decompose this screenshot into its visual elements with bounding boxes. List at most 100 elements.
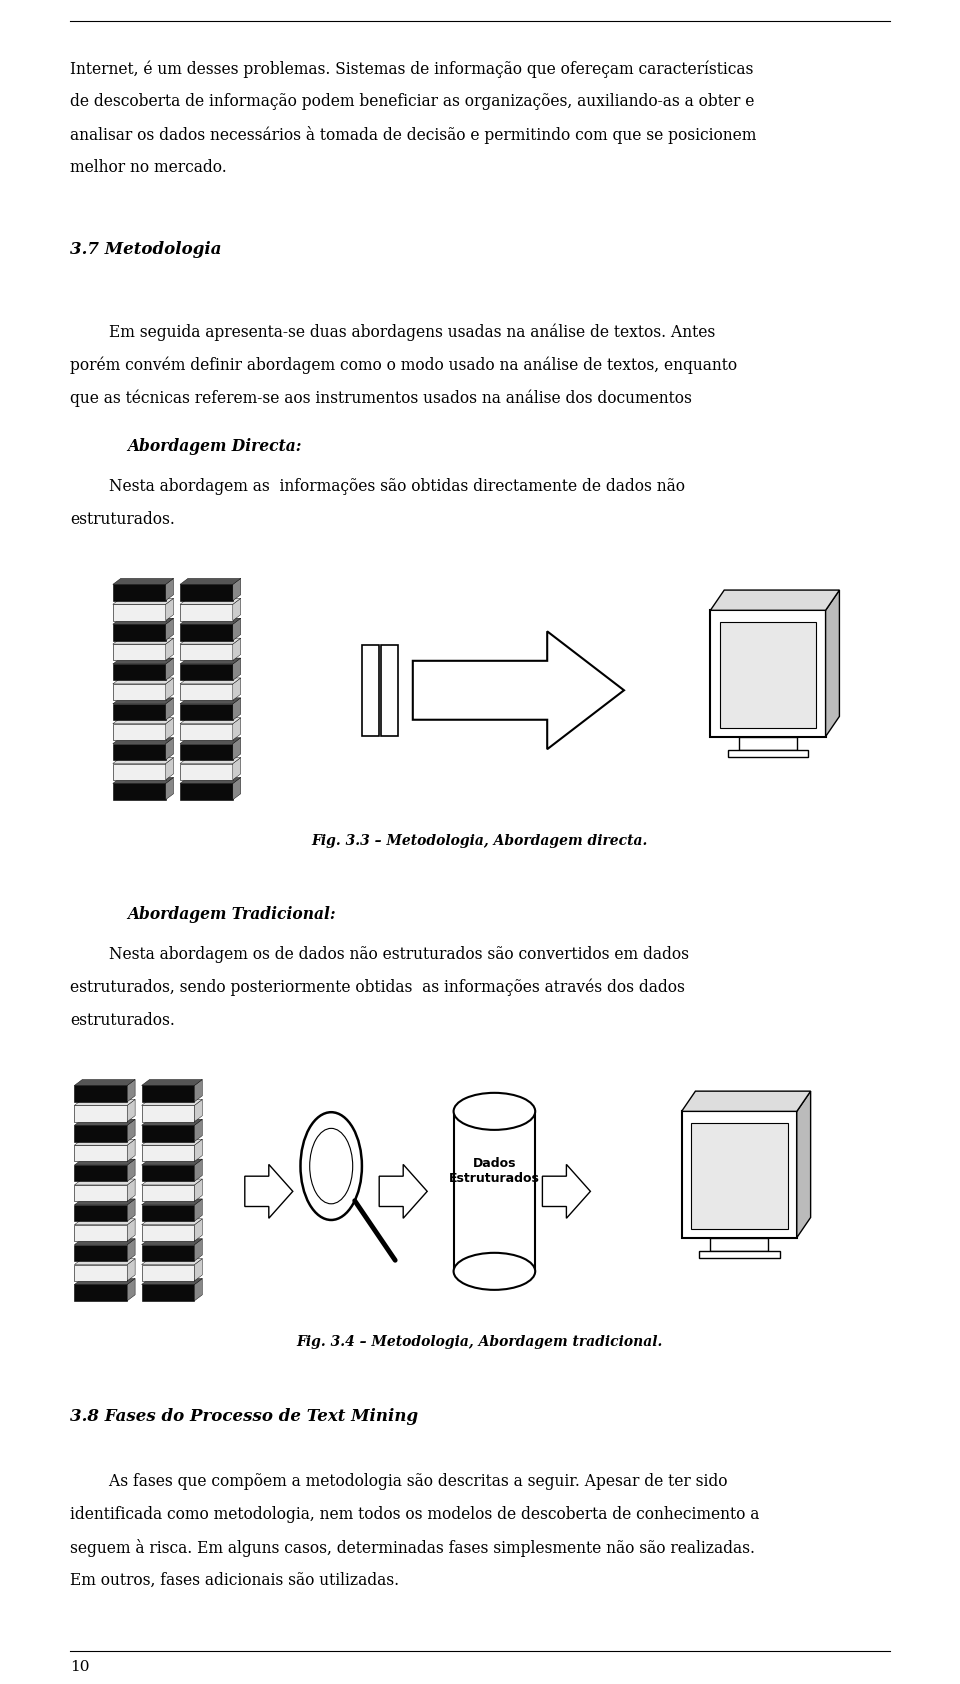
Polygon shape	[165, 717, 174, 739]
Bar	[728, 749, 808, 756]
Bar	[699, 1251, 780, 1258]
Polygon shape	[75, 1186, 127, 1201]
Polygon shape	[75, 1179, 135, 1186]
Text: Nesta abordagem as  informações são obtidas directamente de dados não: Nesta abordagem as informações são obtid…	[70, 478, 685, 495]
Polygon shape	[113, 679, 174, 684]
Polygon shape	[180, 638, 241, 643]
Polygon shape	[113, 738, 174, 744]
Polygon shape	[127, 1239, 135, 1261]
Text: Internet, é um desses problemas. Sistemas de informação que ofereçam característ: Internet, é um desses problemas. Sistema…	[70, 61, 754, 77]
Polygon shape	[232, 598, 241, 621]
Polygon shape	[75, 1219, 135, 1224]
Polygon shape	[797, 1091, 810, 1238]
Polygon shape	[194, 1100, 203, 1122]
Polygon shape	[180, 684, 232, 701]
Polygon shape	[113, 605, 165, 621]
Polygon shape	[113, 618, 174, 625]
Polygon shape	[113, 584, 165, 601]
Polygon shape	[142, 1265, 194, 1282]
Text: porém convém definir abordagem como o modo usado na análise de textos, enquanto: porém convém definir abordagem como o mo…	[70, 355, 737, 374]
Polygon shape	[165, 778, 174, 800]
Polygon shape	[194, 1239, 203, 1261]
Polygon shape	[142, 1244, 194, 1261]
Polygon shape	[142, 1100, 203, 1105]
Polygon shape	[180, 643, 232, 660]
Polygon shape	[232, 679, 241, 701]
Ellipse shape	[454, 1093, 536, 1130]
Polygon shape	[232, 778, 241, 800]
Polygon shape	[232, 638, 241, 660]
Polygon shape	[75, 1105, 127, 1122]
Polygon shape	[127, 1159, 135, 1182]
Polygon shape	[113, 758, 174, 763]
Polygon shape	[194, 1120, 203, 1142]
Polygon shape	[165, 738, 174, 759]
Polygon shape	[75, 1204, 127, 1221]
Text: estruturados.: estruturados.	[70, 1012, 175, 1029]
Text: 3.7 Metodologia: 3.7 Metodologia	[70, 241, 222, 258]
Polygon shape	[127, 1278, 135, 1300]
Polygon shape	[75, 1239, 135, 1244]
Polygon shape	[710, 589, 839, 610]
Polygon shape	[113, 643, 165, 660]
Polygon shape	[113, 658, 174, 663]
Polygon shape	[113, 704, 165, 721]
Polygon shape	[142, 1224, 194, 1241]
Polygon shape	[180, 783, 232, 800]
Polygon shape	[232, 717, 241, 739]
Ellipse shape	[454, 1253, 536, 1290]
Bar	[710, 1238, 768, 1251]
Polygon shape	[142, 1125, 194, 1142]
Polygon shape	[127, 1138, 135, 1162]
Polygon shape	[165, 758, 174, 780]
Text: seguem à risca. Em alguns casos, determinadas fases simplesmente não são realiza: seguem à risca. Em alguns casos, determi…	[70, 1539, 756, 1558]
Text: As fases que compõem a metodologia são descritas a seguir. Apesar de ter sido: As fases que compõem a metodologia são d…	[70, 1474, 728, 1490]
Polygon shape	[113, 684, 165, 701]
Bar	[381, 645, 398, 736]
Bar	[362, 645, 379, 736]
Polygon shape	[180, 763, 232, 780]
Polygon shape	[75, 1120, 135, 1125]
Text: analisar os dados necessários à tomada de decisão e permitindo com que se posici: analisar os dados necessários à tomada d…	[70, 126, 756, 145]
Polygon shape	[142, 1186, 194, 1201]
Polygon shape	[180, 584, 232, 601]
Text: Em outros, fases adicionais são utilizadas.: Em outros, fases adicionais são utilizad…	[70, 1571, 399, 1588]
Polygon shape	[194, 1079, 203, 1101]
Polygon shape	[194, 1258, 203, 1282]
Polygon shape	[194, 1179, 203, 1201]
Bar	[739, 736, 797, 749]
Polygon shape	[127, 1179, 135, 1201]
Polygon shape	[142, 1239, 203, 1244]
Polygon shape	[142, 1120, 203, 1125]
Polygon shape	[75, 1138, 135, 1145]
Polygon shape	[165, 578, 174, 601]
Circle shape	[310, 1128, 352, 1204]
Text: de descoberta de informação podem beneficiar as organizações, auxiliando-as a ob: de descoberta de informação podem benefi…	[70, 93, 755, 111]
Polygon shape	[165, 697, 174, 721]
Polygon shape	[180, 744, 232, 759]
Polygon shape	[75, 1079, 135, 1086]
Polygon shape	[142, 1258, 203, 1265]
Polygon shape	[142, 1145, 194, 1162]
Polygon shape	[180, 618, 241, 625]
Polygon shape	[165, 638, 174, 660]
Polygon shape	[142, 1165, 194, 1182]
Bar	[682, 1111, 797, 1238]
Polygon shape	[142, 1278, 203, 1285]
Text: estruturados, sendo posteriormente obtidas  as informações através dos dados: estruturados, sendo posteriormente obtid…	[70, 978, 684, 997]
Text: Em seguida apresenta-se duas abordagens usadas na análise de textos. Antes: Em seguida apresenta-se duas abordagens …	[70, 323, 715, 340]
Polygon shape	[180, 679, 241, 684]
Polygon shape	[232, 738, 241, 759]
Bar	[691, 1123, 787, 1229]
Polygon shape	[379, 1164, 427, 1218]
Polygon shape	[232, 658, 241, 680]
Polygon shape	[113, 578, 174, 584]
Text: 10: 10	[70, 1660, 89, 1674]
Bar	[720, 621, 816, 727]
Polygon shape	[232, 618, 241, 640]
Polygon shape	[113, 783, 165, 800]
Polygon shape	[682, 1091, 810, 1111]
Polygon shape	[142, 1086, 194, 1101]
Polygon shape	[142, 1105, 194, 1122]
Polygon shape	[75, 1125, 127, 1142]
